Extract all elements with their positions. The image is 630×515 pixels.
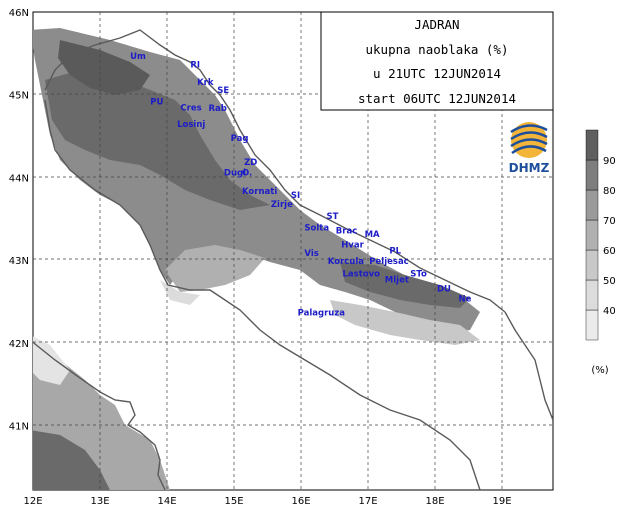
x-tick-label: 15E	[224, 496, 243, 507]
cloud-zone-gargano	[160, 280, 200, 305]
y-tick-label: 42N	[9, 339, 29, 350]
coastline	[33, 29, 553, 490]
legend-unit: (%)	[591, 365, 608, 376]
x-tick-label: 12E	[23, 496, 42, 507]
place-label: Zirje	[271, 200, 293, 210]
place-label: Lastovo	[343, 270, 381, 280]
title-line-3: u 21UTC 12JUN2014	[373, 66, 501, 81]
x-tick-label: 17E	[358, 496, 377, 507]
place-label: PU	[150, 98, 163, 108]
legend-swatch	[585, 219, 599, 251]
cloud-zone-istria	[58, 40, 150, 95]
dhmz-logo-text: DHMZ	[509, 161, 550, 175]
title-line-2: ukupna naoblaka (%)	[366, 42, 509, 57]
place-label: STo	[410, 270, 427, 280]
place-label: Hvar	[341, 241, 364, 251]
y-tick-label: 46N	[9, 8, 29, 19]
cloud-zone-italy-sw-light	[33, 336, 70, 385]
x-tick-label: 19E	[492, 496, 511, 507]
place-label: Um	[130, 52, 146, 62]
legend-level-label: 70	[603, 216, 616, 227]
legend-level-label: 80	[603, 186, 616, 197]
cloud-zone-south-dark	[340, 262, 470, 308]
x-axis-ticks: 12E 13E 14E 15E 16E 17E 18E 19E	[23, 496, 511, 507]
legend-swatch	[585, 159, 599, 191]
y-axis-ticks: 46N 45N 44N 43N 42N 41N	[9, 8, 29, 433]
place-label: RI	[190, 60, 200, 70]
place-label: Cres	[180, 103, 201, 113]
place-label: SE	[217, 86, 229, 96]
place-label: Korcula	[328, 257, 364, 267]
x-tick-label: 18E	[425, 496, 444, 507]
x-tick-label: 14E	[157, 496, 176, 507]
place-label: MA	[365, 230, 380, 240]
place-label: SI	[291, 191, 300, 201]
legend-swatch	[585, 279, 599, 311]
place-label: Solta	[304, 223, 329, 233]
legend-swatch	[585, 189, 599, 221]
place-label: Kornati	[242, 187, 277, 197]
y-tick-label: 45N	[9, 91, 29, 102]
legend-swatch	[585, 309, 599, 341]
place-label: Rab	[209, 104, 227, 114]
cloud-zone-north-dark	[45, 70, 270, 210]
coast-croatia	[44, 29, 506, 313]
x-tick-label: 13E	[90, 496, 109, 507]
y-tick-label: 43N	[9, 256, 29, 267]
dhmz-logo: DHMZ	[509, 122, 550, 175]
x-tick-label: 16E	[291, 496, 310, 507]
y-tick-label: 41N	[9, 422, 29, 433]
legend-level-label: 60	[603, 246, 616, 257]
coast-italy-sw	[33, 341, 166, 490]
y-tick-label: 44N	[9, 173, 29, 184]
legend-level-label: 50	[603, 276, 616, 287]
place-label: Mljet	[385, 275, 409, 285]
title-line-1: JADRAN	[414, 17, 459, 32]
legend-level-label: 90	[603, 156, 616, 167]
place-label: Losinj	[177, 120, 205, 130]
legend-swatch	[585, 249, 599, 281]
place-label: O.	[242, 169, 252, 179]
place-label: Vis	[304, 249, 318, 259]
place-label: Peljesac	[369, 257, 408, 267]
legend-swatch	[585, 129, 599, 161]
place-label: Brac	[336, 227, 357, 237]
cloud-zone-central	[165, 245, 265, 292]
color-legend: 40 50 60 70 80 90	[585, 129, 616, 341]
cloud-zone-south-light	[330, 300, 480, 345]
place-label: PL	[389, 247, 401, 257]
place-label: Dugi	[224, 169, 246, 179]
dhmz-logo-mark-icon	[510, 122, 548, 158]
place-label: Ne	[459, 294, 472, 304]
title-line-4: start 06UTC 12JUN2014	[358, 91, 516, 106]
title-box: JADRAN ukupna naoblaka (%) u 21UTC 12JUN…	[320, 11, 554, 111]
cloud-zone-italy-sw-dark	[33, 430, 110, 490]
place-label: Krk	[197, 78, 214, 88]
place-label: Pag	[231, 134, 249, 144]
legend-level-label: 40	[603, 306, 616, 317]
coast-albania	[504, 311, 553, 421]
coast-italy	[44, 99, 481, 490]
place-label: Palagruza	[298, 309, 346, 319]
place-label: ST	[327, 212, 339, 222]
place-label: ZD	[244, 158, 257, 168]
place-label: DU	[437, 285, 451, 295]
